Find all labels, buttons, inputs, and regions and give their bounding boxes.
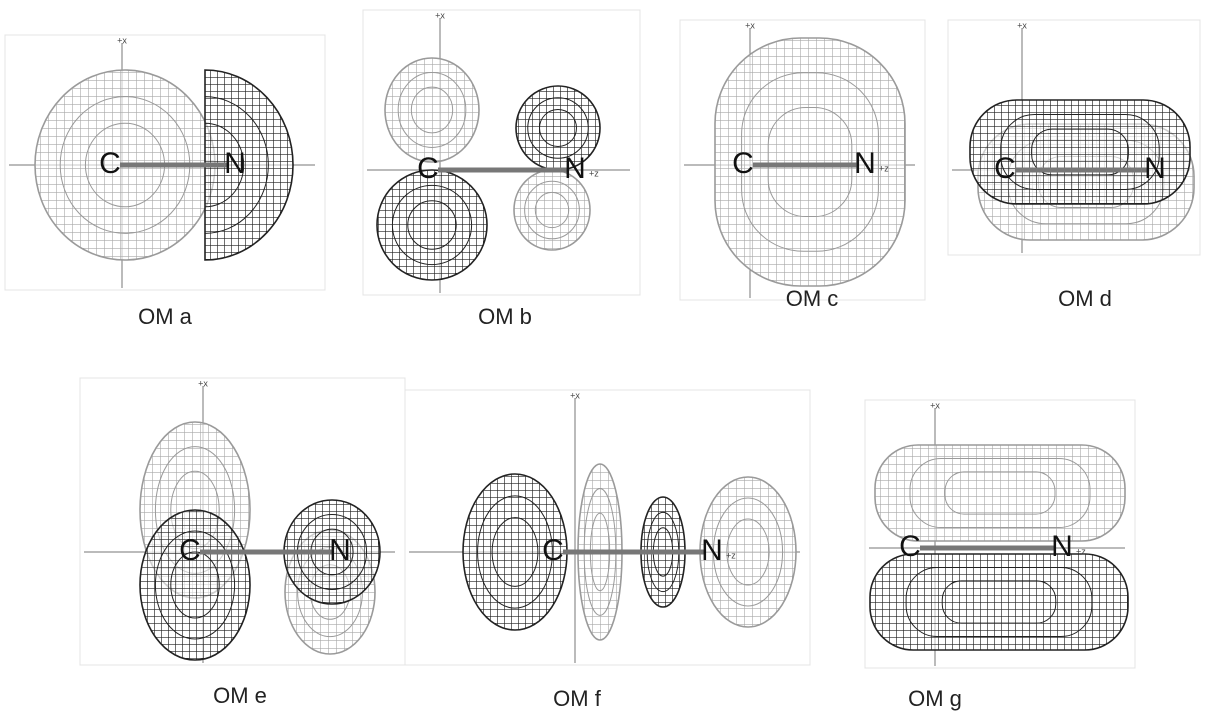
orbital-lobe [391, 184, 473, 266]
atom-label: N [224, 147, 246, 180]
orbital-lobe [539, 109, 577, 147]
atom-label: C [542, 534, 564, 567]
caption: OM f [553, 686, 602, 711]
orbital-lobe [407, 200, 457, 250]
orbital-lobe [941, 580, 1057, 624]
orbital-lobe [905, 566, 1093, 638]
axis-label: +x [435, 10, 445, 20]
atom-label: N [854, 147, 876, 180]
atom-label: C [732, 147, 754, 180]
caption: OM b [478, 304, 532, 329]
atom-label: C [899, 530, 921, 563]
axis-label: +z [1076, 546, 1086, 556]
orbital-lobe [714, 37, 906, 287]
atom-label: C [994, 152, 1016, 185]
orbital-lobe [524, 180, 580, 240]
orbital-lobe [491, 517, 539, 587]
orbital-lobe [397, 72, 467, 148]
axis-label: +z [726, 550, 736, 560]
orbital-lobe [384, 57, 480, 163]
axis-label: +x [745, 20, 755, 30]
orbital-panel: C N +x +z OM b [362, 9, 641, 329]
caption: OM c [786, 286, 839, 311]
orbital-panel: C N +x +z OM c [679, 19, 926, 311]
orbital-lobe [376, 169, 488, 281]
orbital-panel: C N +x +z OM g [864, 399, 1136, 711]
orbital-lobe [515, 85, 601, 171]
atom-label: N [1051, 530, 1073, 563]
atom-label: C [179, 534, 201, 567]
caption: OM d [1058, 286, 1112, 311]
orbital-lobe [1000, 114, 1160, 190]
orbital-lobe [869, 553, 1129, 651]
orbital-lobe [726, 518, 770, 586]
atom-label: N [329, 534, 351, 567]
orbital-lobe [154, 530, 236, 640]
axis-label: +x [570, 390, 580, 400]
orbital-panel: C N +x +z OM f [404, 389, 811, 711]
axis-label: +x [1017, 20, 1027, 30]
orbital-lobe [534, 191, 570, 229]
caption: OM a [138, 304, 193, 329]
orbital-lobe [410, 86, 454, 134]
orbital-lobe [712, 497, 784, 607]
orbital-lobe [204, 69, 294, 261]
orbital-lobe [477, 495, 553, 609]
orbital-panel: C N +x OM d [947, 19, 1201, 311]
orbital-lobe [527, 97, 589, 159]
axis-label: +x [117, 35, 127, 45]
atom-label: C [417, 152, 439, 185]
orbital-lobe [204, 96, 269, 234]
orbital-lobe [1031, 128, 1129, 176]
atom-label: N [1144, 152, 1166, 185]
axis-label: +z [589, 168, 599, 178]
orbital-lobe [944, 471, 1056, 515]
orbital-lobe [767, 106, 853, 218]
orbital-panel: C N +x OM e [79, 377, 406, 708]
orbital-lobe [741, 72, 879, 252]
atom-label: N [701, 534, 723, 567]
atom-label: C [99, 147, 121, 180]
orbital-lobe [909, 457, 1091, 529]
orbital-lobe [969, 99, 1191, 205]
orbital-lobe [874, 444, 1126, 542]
orbital-lobe [139, 509, 251, 661]
axis-label: +x [930, 400, 940, 410]
orbital-lobe [170, 551, 220, 619]
caption: OM g [908, 686, 962, 711]
orbital-panel: C N +x OM a [4, 34, 326, 329]
axis-label: +z [879, 163, 889, 173]
axis-label: +x [198, 378, 208, 388]
orbital-lobe [204, 122, 245, 208]
caption: OM e [213, 683, 267, 708]
atom-label: N [564, 152, 586, 185]
